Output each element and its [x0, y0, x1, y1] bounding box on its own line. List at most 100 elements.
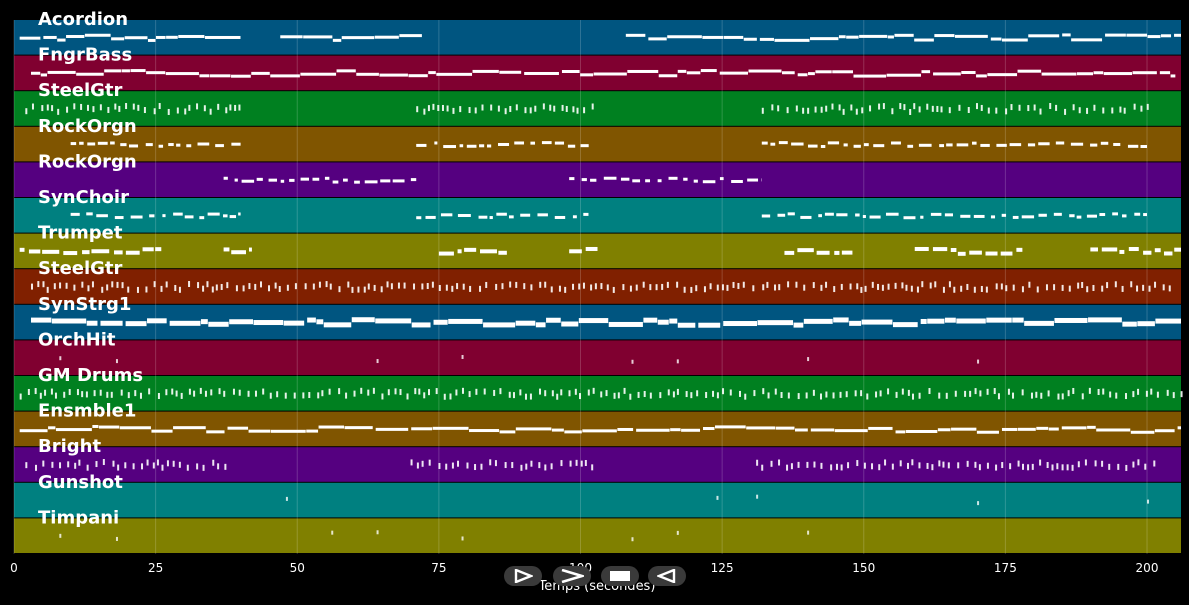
x-tick-label: 150: [852, 561, 876, 575]
track-label: GM Drums: [38, 365, 143, 386]
note: [485, 281, 488, 288]
note: [1147, 35, 1161, 39]
note: [48, 426, 56, 430]
note: [508, 215, 514, 219]
note: [1027, 105, 1030, 112]
note: [317, 392, 320, 399]
note: [840, 283, 843, 290]
note: [1101, 247, 1118, 252]
note: [856, 283, 859, 290]
note: [995, 464, 998, 471]
note: [1142, 284, 1145, 291]
note: [119, 426, 151, 430]
note: [969, 250, 982, 255]
note: [86, 464, 89, 471]
note: [1111, 107, 1114, 114]
note: [411, 322, 431, 328]
note: [234, 104, 237, 111]
note: [280, 35, 303, 39]
note: [436, 72, 473, 76]
note: [777, 105, 780, 112]
note: [483, 322, 516, 328]
note: [873, 144, 885, 148]
note: [667, 35, 702, 39]
note: [165, 281, 168, 288]
note: [196, 463, 199, 470]
note: [169, 320, 201, 326]
note: [1028, 34, 1060, 38]
note: [567, 144, 576, 148]
note: [74, 462, 77, 469]
note: [637, 391, 640, 398]
note: [248, 283, 251, 290]
note: [98, 425, 120, 429]
note: [954, 34, 988, 38]
note: [520, 213, 531, 217]
note: [807, 357, 810, 362]
note: [1031, 463, 1034, 470]
note: [515, 320, 536, 326]
note: [354, 180, 360, 184]
note: [308, 392, 311, 399]
note: [1012, 317, 1024, 323]
forward-button[interactable]: [553, 566, 591, 586]
play-button[interactable]: [504, 566, 542, 586]
note: [318, 425, 345, 429]
note: [791, 142, 804, 146]
note: [437, 104, 440, 111]
note: [512, 392, 515, 399]
note: [1109, 391, 1112, 398]
note: [95, 461, 98, 468]
note: [921, 70, 931, 74]
note: [304, 283, 307, 290]
note: [509, 105, 512, 112]
note: [46, 104, 49, 111]
track-label: Acordion: [38, 9, 128, 30]
note: [50, 388, 53, 395]
note: [1012, 284, 1015, 291]
note: [802, 107, 805, 114]
note: [280, 179, 285, 183]
track-lane: [14, 518, 1181, 553]
note: [705, 391, 708, 398]
note: [432, 103, 435, 110]
note: [149, 214, 155, 218]
note: [556, 393, 559, 400]
note: [474, 464, 477, 471]
note: [1012, 392, 1015, 399]
note: [1049, 103, 1052, 110]
note: [631, 537, 634, 542]
note: [700, 69, 717, 73]
note: [155, 247, 162, 252]
note: [171, 388, 174, 395]
note: [59, 282, 62, 289]
note: [550, 463, 553, 470]
track-lane: [14, 162, 1181, 197]
note: [832, 70, 853, 74]
note: [34, 464, 37, 471]
note: [871, 281, 874, 288]
note: [934, 281, 937, 288]
note: [51, 105, 54, 112]
note: [926, 103, 929, 110]
note: [833, 317, 849, 323]
note: [97, 141, 108, 145]
note: [92, 106, 95, 113]
note: [85, 391, 88, 398]
note: [173, 426, 206, 430]
rewind-button[interactable]: [648, 566, 686, 586]
note: [578, 318, 609, 324]
note: [351, 286, 354, 293]
note: [490, 104, 493, 111]
note: [496, 212, 507, 216]
note: [390, 283, 393, 290]
stop-button[interactable]: [601, 566, 639, 586]
note: [156, 459, 159, 466]
note: [672, 391, 675, 398]
note: [106, 284, 109, 291]
note: [972, 141, 977, 145]
note: [54, 392, 57, 399]
note: [316, 319, 324, 325]
note: [241, 179, 255, 183]
note: [912, 393, 915, 400]
